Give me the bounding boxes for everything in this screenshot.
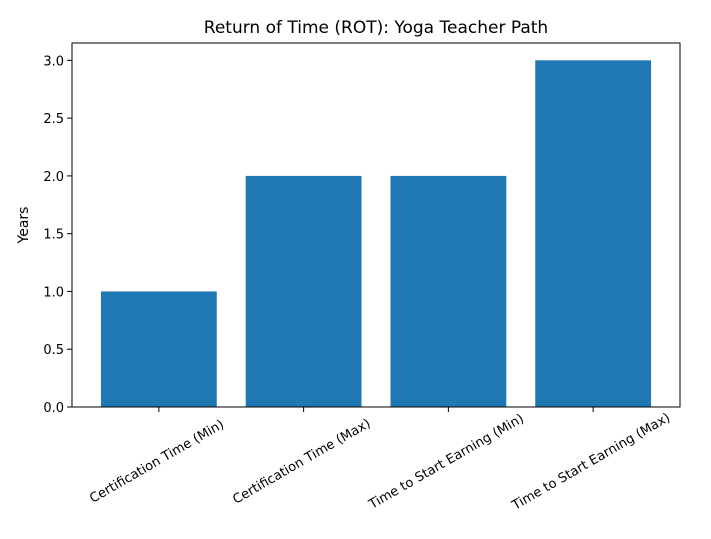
- bar-3: [535, 60, 652, 407]
- y-tick-label: 0.0: [43, 401, 64, 416]
- y-tick-label: 1.0: [43, 285, 64, 300]
- plot-frame: [71, 42, 681, 408]
- x-tick-label: Time to Start Earning (Min): [366, 411, 527, 512]
- chart-title: Return of Time (ROT): Yoga Teacher Path: [204, 18, 548, 38]
- y-tick-label: 2.0: [43, 170, 64, 185]
- y-tick-label: 3.0: [43, 54, 64, 69]
- y-tick-label: 2.5: [43, 112, 64, 127]
- y-tick-label: 0.5: [43, 343, 64, 358]
- bar-1: [245, 175, 362, 407]
- bar-0: [100, 291, 217, 407]
- x-tick-label: Certification Time (Min): [87, 417, 227, 506]
- x-tick-label: Time to Start Earning (Max): [509, 411, 673, 514]
- x-tick-label: Certification Time (Max): [230, 416, 373, 507]
- bar-2: [390, 175, 507, 407]
- y-axis-label: Years: [16, 207, 32, 245]
- y-tick-label: 1.5: [43, 228, 64, 243]
